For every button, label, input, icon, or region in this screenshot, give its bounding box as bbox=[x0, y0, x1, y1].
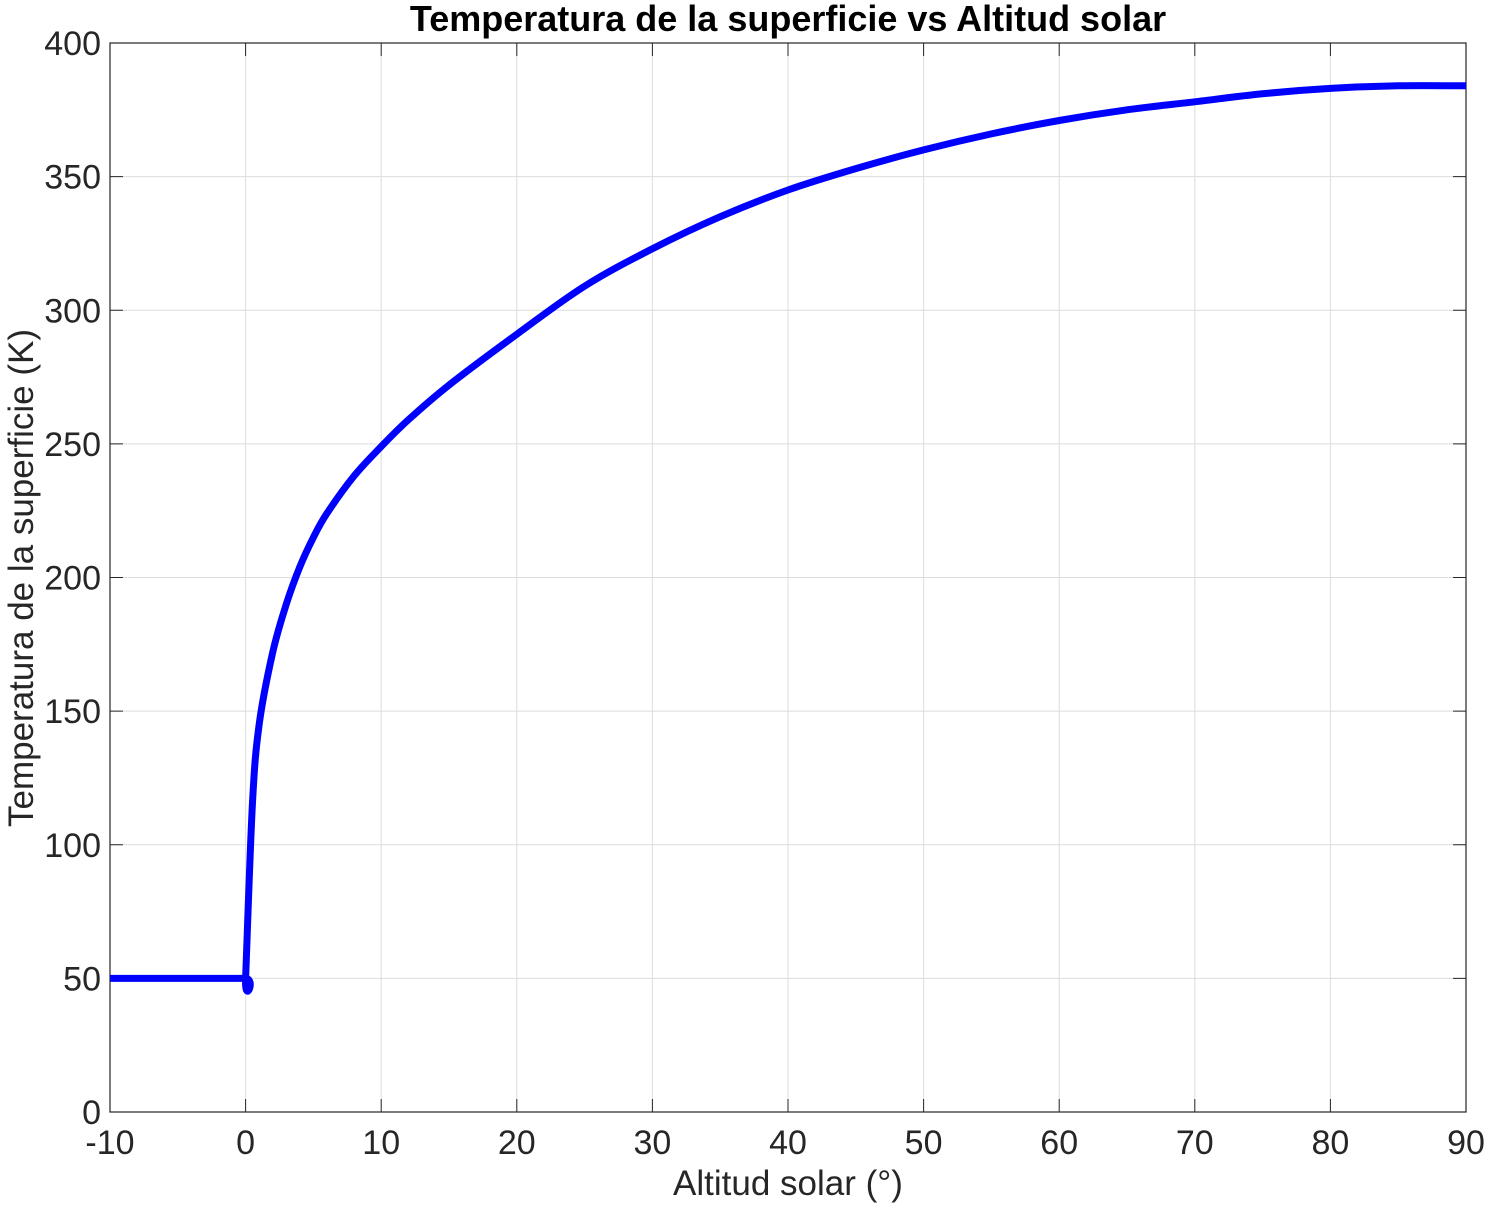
series-layer bbox=[110, 82, 1467, 995]
y-tick-label: 50 bbox=[63, 960, 101, 998]
x-tick-label: 10 bbox=[362, 1124, 400, 1162]
x-tick-label: -10 bbox=[85, 1124, 134, 1162]
axes-box bbox=[109, 42, 1467, 1113]
x-tick-label: 90 bbox=[1447, 1124, 1485, 1162]
y-tick-label: 350 bbox=[44, 159, 101, 197]
x-tick-label: 50 bbox=[905, 1124, 943, 1162]
y-tick-label: 400 bbox=[44, 25, 101, 63]
y-tick-label: 300 bbox=[44, 292, 101, 330]
x-tick-labels: -10 0 10 20 30 40 50 60 70 80 90 bbox=[85, 1124, 1484, 1162]
x-tick-label: 30 bbox=[633, 1124, 671, 1162]
x-axis-label: Altitud solar (°) bbox=[673, 1164, 903, 1203]
x-tick-label: 40 bbox=[769, 1124, 807, 1162]
y-tick-label: 100 bbox=[44, 827, 101, 865]
x-tick-label: 70 bbox=[1176, 1124, 1214, 1162]
y-axis-label: Temperatura de la superficie (K) bbox=[2, 329, 41, 827]
y-tick-label: 200 bbox=[44, 560, 101, 598]
x-tick-label: 0 bbox=[236, 1124, 255, 1162]
chart-title: Temperatura de la superficie vs Altitud … bbox=[410, 0, 1166, 39]
x-tick-label: 60 bbox=[1040, 1124, 1078, 1162]
y-tick-label: 0 bbox=[82, 1094, 101, 1132]
series-line bbox=[110, 82, 1467, 995]
y-tick-label: 250 bbox=[44, 426, 101, 464]
x-tick-label: 80 bbox=[1311, 1124, 1349, 1162]
y-tick-labels: 0 50 100 150 200 250 300 350 400 bbox=[44, 25, 101, 1132]
x-tick-label: 20 bbox=[498, 1124, 536, 1162]
y-tick-label: 150 bbox=[44, 693, 101, 731]
